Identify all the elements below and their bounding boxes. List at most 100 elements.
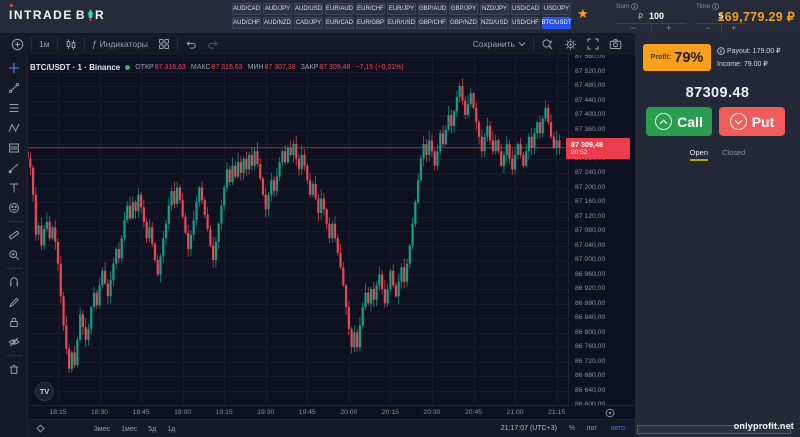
pair-button-nzd-usd[interactable]: NZD/USD [480,17,509,29]
pair-button-aud-usd[interactable]: AUD/USD [294,3,323,15]
pair-button-aud-cad[interactable]: AUD/CAD [232,3,261,15]
tradingview-logo[interactable]: TV [35,382,54,401]
fullscreen-button[interactable] [582,35,604,53]
pair-button-eur-aud[interactable]: EUR/AUD [325,3,354,15]
put-button[interactable]: Put [719,107,785,136]
undo-button[interactable] [180,35,202,53]
pair-button-usd-cad[interactable]: USD/CAD [511,3,540,15]
pair-button-gbp-chf[interactable]: GBP/CHF [418,17,447,29]
pair-button-eur-chf[interactable]: EUR/CHF [356,3,385,15]
lock-icon[interactable] [3,312,25,332]
tab-closed[interactable]: Closed [722,148,746,157]
app-logo[interactable]: INTRADE B R [9,4,105,22]
price-tick: 86 800,00 [575,328,606,336]
go-to-realtime-icon[interactable] [605,408,615,418]
bottom-bar: 3мес 1мес 5д 1д 21:17:07 (UTC+3) % лог а… [28,419,635,437]
brush-icon[interactable] [3,158,25,178]
pair-button-gbp-jpy[interactable]: GBP/JPY [449,3,478,15]
range-1d-button[interactable]: 1д [167,425,176,433]
price-tick: 87 120,00 [575,212,606,220]
time-minus-button[interactable]: − [696,24,722,33]
fx-icon: ƒ [91,39,97,49]
pairs-grid: AUD/CAD AUD/JPY AUD/USD EUR/AUD EUR/CHF EUR/J… [232,3,572,29]
sum-plus-button[interactable]: + [666,23,672,33]
eye-icon[interactable] [3,332,25,352]
zoom-in-icon[interactable] [3,245,25,265]
pair-button-aud-jpy[interactable]: AUD/JPY [263,3,292,15]
settings-button[interactable] [559,35,582,53]
sum-input[interactable]: 100 [649,11,665,21]
magnet-icon[interactable] [3,272,25,292]
last-price-value: 87 309,48 [571,140,603,149]
indicators-button[interactable]: ƒ Индикаторы [91,39,148,49]
price-tick: 86 680,00 [575,372,606,379]
candlestick-chart[interactable] [28,55,568,405]
layout-button[interactable] [153,35,175,53]
chart-style-button[interactable] [60,35,82,53]
pair-button-eur-jpy[interactable]: EUR/JPY [387,3,416,15]
tab-open[interactable]: Open [689,148,708,161]
pair-button-aud-chf[interactable]: AUD/CHF [232,17,261,29]
trendline-icon[interactable] [3,78,25,98]
legend-close-label: ЗАКР [300,64,319,71]
fib-lines-icon[interactable] [3,98,25,118]
trash-icon[interactable] [3,359,25,379]
percent-scale-toggle[interactable]: % [568,425,575,432]
pair-button-usd-chf[interactable]: USD/CHF [511,17,540,29]
pair-button-cad-jpy[interactable]: CAD/JPY [294,17,323,29]
account-balance[interactable]: 169,779.29 ₽ [717,10,795,24]
trade-history-tabs: Open Closed [635,148,800,161]
emoji-icon[interactable] [3,198,25,218]
timeframe-button[interactable]: 1м [39,39,50,49]
xabcd-pattern-icon[interactable] [3,118,25,138]
symbol-search-button[interactable] [6,35,29,53]
pair-button-eur-gbp[interactable]: EUR/GBP [356,17,385,29]
arrow-up-circle-icon [655,113,673,130]
time-tick: 18:30 [91,409,109,416]
pair-button-aud-nzd[interactable]: AUD/NZD [263,17,292,29]
screenshot-button[interactable] [604,35,627,53]
pair-button-gbp-aud[interactable]: GBP/AUD [418,3,447,15]
redo-button[interactable] [202,35,224,53]
sum-minus-button[interactable]: − [616,24,652,33]
time-plus-button[interactable]: + [731,23,737,33]
forecast-icon[interactable] [3,138,25,158]
pair-button-gbp-nzd[interactable]: GBP/NZD [449,17,478,29]
range-3m-button[interactable]: 3мес [94,425,111,433]
clock-timezone[interactable]: 21:17:07 (UTC+3) [500,425,557,432]
pair-button-nzd-jpy[interactable]: NZD/JPY [480,3,509,15]
price-axis[interactable]: 87 560,00 87 520,00 87 480,00 87 440,00 87 4… [568,55,636,405]
favorites-star-icon[interactable]: ★ [577,6,589,21]
price-tick: 86 600,00 [575,401,606,405]
quick-search-button[interactable] [536,35,559,53]
log-scale-toggle[interactable]: лог [586,425,597,432]
text-icon[interactable] [3,178,25,198]
time-tick: 21:00 [506,409,524,416]
edit-icon[interactable] [3,292,25,312]
pair-button-btc-usdt[interactable]: BTC/USDT [542,17,572,29]
pair-button-eur-cad[interactable]: EUR/CAD [325,17,354,29]
chart-legend[interactable]: BTC/USDT · 1 · Binance ОТКР 87 316,63 МАК… [30,63,404,72]
time-tick: 20:45 [464,409,483,416]
call-button[interactable]: Call [646,107,712,136]
pair-button-eur-usd[interactable]: EUR/USD [387,17,416,29]
time-input[interactable]: 5 [718,11,724,21]
auto-scale-toggle[interactable]: авто [610,425,625,432]
diamond-icon[interactable] [35,423,46,434]
payout-value: Payout: 179.00 ₽ [727,48,781,55]
fullscreen-icon [587,38,599,50]
range-1m-button[interactable]: 1мес [121,425,138,433]
time-axis[interactable]: 18:15 18:30 18:45 19:00 19:15 19:30 19:45 20:00… [28,405,635,420]
pair-button-usd-jpy[interactable]: USD/JPY [542,3,571,15]
crosshair-icon[interactable] [3,58,25,78]
sum-currency: ₽ [637,11,644,21]
price-tick: 86 720,00 [575,357,606,365]
range-5d-button[interactable]: 5д [148,425,157,433]
sum-label: Sum [616,2,630,10]
save-button[interactable]: Сохранить [468,35,531,53]
current-price: 87309.48 [685,85,750,101]
toolbar-separator [5,268,22,269]
time-tick: 20:15 [381,409,399,416]
price-tick: 87 040,00 [575,241,606,249]
ruler-icon[interactable] [3,225,25,245]
